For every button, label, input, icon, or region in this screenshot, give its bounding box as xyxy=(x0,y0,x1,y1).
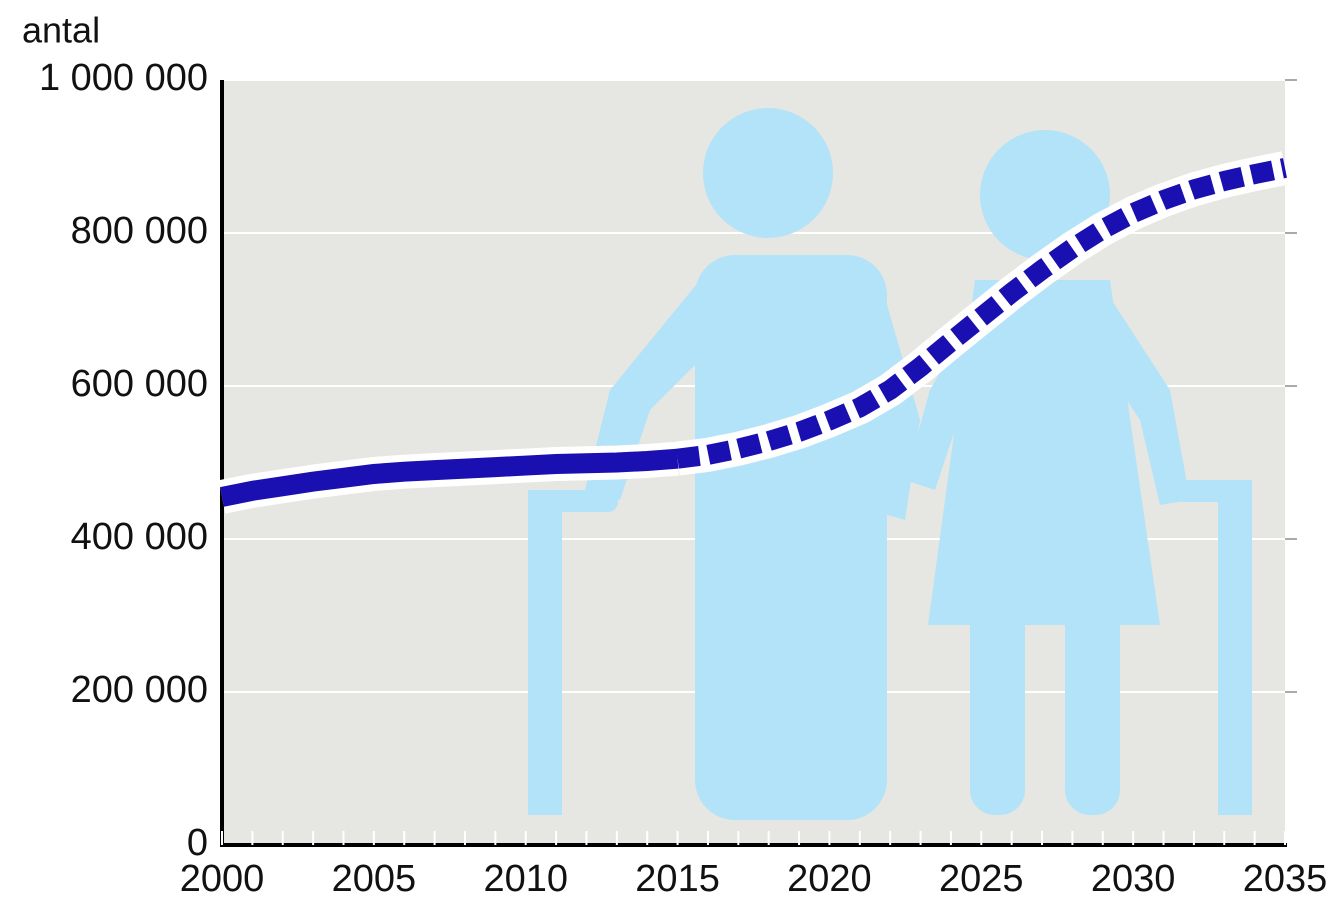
x-tick-label: 2000 xyxy=(180,858,265,900)
y-tick-label: 0 xyxy=(187,822,208,864)
y-axis-label: antal xyxy=(22,10,100,51)
x-tick-label: 2025 xyxy=(939,858,1024,900)
y-tick-label: 200 000 xyxy=(71,669,208,711)
line xyxy=(220,448,679,507)
x-tick-label: 2035 xyxy=(1243,858,1328,900)
line xyxy=(676,158,1287,469)
y-tick-label: 400 000 xyxy=(71,516,208,558)
x-tick-label: 2015 xyxy=(635,858,720,900)
x-tick-label: 2020 xyxy=(787,858,872,900)
x-tick-label: 2030 xyxy=(1091,858,1176,900)
x-tick-label: 2005 xyxy=(332,858,417,900)
y-tick-label: 800 000 xyxy=(71,210,208,252)
x-tick-label: 2010 xyxy=(483,858,568,900)
y-tick-label: 1 000 000 xyxy=(39,57,208,99)
y-tick-label: 600 000 xyxy=(71,363,208,405)
